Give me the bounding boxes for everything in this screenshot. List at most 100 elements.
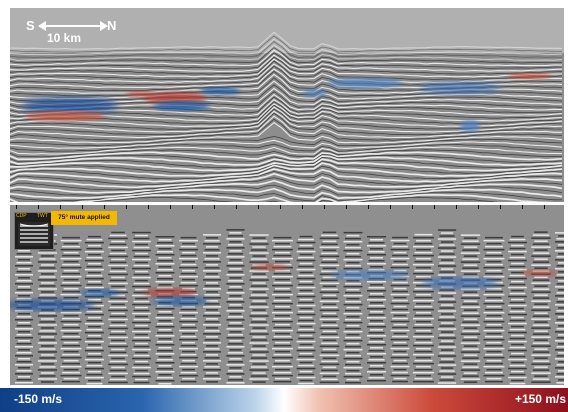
scale-arrow-icon — [38, 21, 108, 31]
colorbar-min-label: -150 m/s — [14, 392, 63, 406]
tick-mark — [16, 205, 17, 209]
tick-mark — [148, 205, 149, 209]
reflector — [10, 47, 563, 64]
mute-applied-badge: 75° mute applied — [51, 211, 117, 225]
reflector — [10, 38, 563, 56]
tick-mark — [500, 205, 501, 209]
reflector — [10, 118, 563, 141]
tick-mark — [478, 205, 479, 209]
south-label: S — [26, 18, 35, 33]
reflector — [10, 187, 563, 200]
reflector — [10, 143, 562, 152]
tick-mark — [126, 205, 127, 209]
gather-column — [272, 236, 293, 383]
reflector — [10, 177, 563, 191]
reflector — [10, 151, 563, 161]
reflector — [10, 101, 563, 119]
tick-mark — [368, 205, 369, 209]
gather-column — [37, 234, 58, 383]
reflector — [10, 196, 499, 202]
gather-thumbnail-icon — [18, 222, 50, 246]
reflector — [10, 122, 563, 144]
gather-column — [132, 231, 151, 384]
velocity-anomaly-overlay — [22, 73, 552, 132]
tick-mark — [456, 205, 457, 209]
inset-label-cdp: CDP — [16, 213, 27, 219]
gather-thumbnail-inset — [14, 212, 54, 250]
reflector — [10, 63, 563, 83]
tick-mark — [192, 205, 193, 209]
reflector — [10, 184, 563, 196]
tick-mark — [280, 205, 281, 209]
trace-tick-marks — [16, 205, 545, 209]
reflector — [10, 158, 563, 172]
reflector — [10, 160, 563, 174]
gather-column — [319, 231, 340, 384]
reflector — [10, 54, 563, 72]
colorbar-max-label: +150 m/s — [514, 392, 566, 406]
tick-mark — [38, 205, 39, 209]
gather-column — [413, 233, 434, 383]
tick-mark — [412, 205, 413, 209]
tick-mark — [104, 205, 105, 209]
reflector — [10, 172, 563, 189]
reflector — [10, 56, 563, 75]
scale-length-label: 10 km — [47, 31, 82, 45]
reflector — [10, 179, 563, 194]
reflector — [10, 49, 563, 67]
gather-column — [226, 229, 245, 384]
seismic-image-bottom — [10, 205, 564, 385]
reflector — [10, 115, 562, 139]
gather-column — [108, 231, 128, 384]
reflector — [10, 194, 555, 202]
gather-column — [203, 234, 222, 383]
tick-mark — [346, 205, 347, 209]
tick-mark — [324, 205, 325, 209]
gather-column — [249, 234, 269, 383]
seismic-gathers-bottom — [10, 205, 564, 385]
gather-column — [531, 231, 551, 383]
reflector — [10, 52, 563, 70]
velocity-anomaly-overlay — [10, 264, 558, 311]
gather-column — [296, 235, 316, 385]
tick-mark — [214, 205, 215, 209]
reflector — [10, 35, 563, 53]
reflector — [10, 155, 563, 167]
tick-mark — [390, 205, 391, 209]
tick-mark — [522, 205, 523, 209]
tick-mark — [434, 205, 435, 209]
gather-column — [508, 235, 527, 385]
seismic-image-top — [10, 8, 564, 202]
reflector — [10, 80, 563, 100]
reflector — [10, 149, 563, 158]
reflector — [10, 191, 562, 202]
reflector — [10, 40, 563, 59]
tick-mark — [236, 205, 237, 209]
velocity-colorbar: -150 m/s +150 m/s — [0, 388, 568, 412]
reflector — [10, 60, 563, 81]
tick-mark — [60, 205, 61, 209]
inset-label-twt: TWT — [37, 213, 48, 219]
reflector — [10, 165, 563, 180]
reflector — [10, 139, 563, 149]
reflector — [10, 156, 563, 169]
reflector — [10, 162, 563, 178]
tick-mark — [170, 205, 171, 209]
north-label: N — [107, 18, 117, 33]
tick-mark — [258, 205, 259, 209]
reflector — [10, 170, 562, 186]
tick-mark — [544, 205, 545, 209]
tick-mark — [302, 205, 303, 209]
reflector — [10, 168, 563, 183]
reflector — [10, 146, 563, 155]
gather-column — [483, 236, 505, 383]
reflector — [10, 31, 563, 50]
reflector — [10, 58, 563, 78]
seismic-section-top — [10, 8, 564, 202]
gather-column — [460, 234, 481, 383]
reflector — [10, 44, 563, 61]
gather-column — [555, 232, 564, 384]
reflector — [10, 154, 563, 163]
tick-mark — [82, 205, 83, 209]
reflector — [10, 112, 563, 136]
